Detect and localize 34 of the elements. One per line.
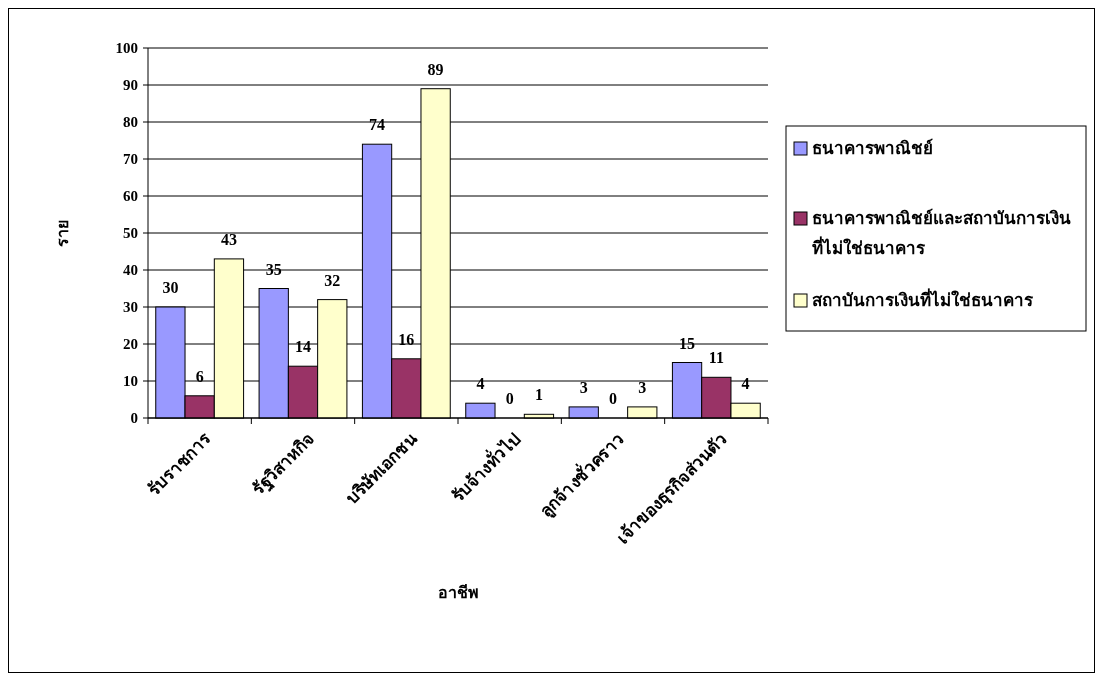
data-label: 1 [534,386,543,404]
legend-label: สถาบันการเงินที่ไม่ใช่ธนาคาร [812,287,1034,312]
data-label: 35 [265,260,282,278]
y-tick-label: 20 [123,336,138,353]
y-tick-label: 40 [123,262,138,279]
y-tick-label: 0 [130,410,138,427]
data-label: 14 [295,338,311,356]
data-label: 11 [708,349,724,367]
data-label: 6 [195,367,204,385]
data-label: 0 [505,390,514,407]
data-label: 4 [476,375,485,393]
y-tick-label: 70 [123,151,138,168]
legend-label: ธนาคารพาณิชย์และสถาบันการเงินที่ไม่ใช่ธนาคาร [812,207,1072,260]
y-tick-label: 30 [123,299,138,316]
data-label: 89 [427,60,444,78]
data-label: 32 [324,271,341,289]
x-axis-title: อาชีพ [437,583,479,601]
y-tick-label: 10 [123,373,138,390]
data-label: 3 [638,378,647,396]
data-label: 30 [162,279,179,296]
y-tick-label: 60 [123,188,138,205]
y-axis-title: ราย [54,219,71,247]
data-label: 74 [369,116,386,134]
data-label: 15 [679,334,696,352]
data-label: 0 [609,390,617,407]
y-tick-label: 90 [123,77,138,94]
data-label: 4 [741,375,750,393]
legend-label: ธนาคารพาณิชย์ [812,137,934,160]
data-label: 43 [220,230,237,248]
y-tick-label: 100 [115,40,138,57]
data-label: 3 [579,378,588,396]
y-tick-label: 50 [123,225,138,242]
data-label: 16 [398,330,415,348]
y-tick-label: 80 [123,114,138,131]
